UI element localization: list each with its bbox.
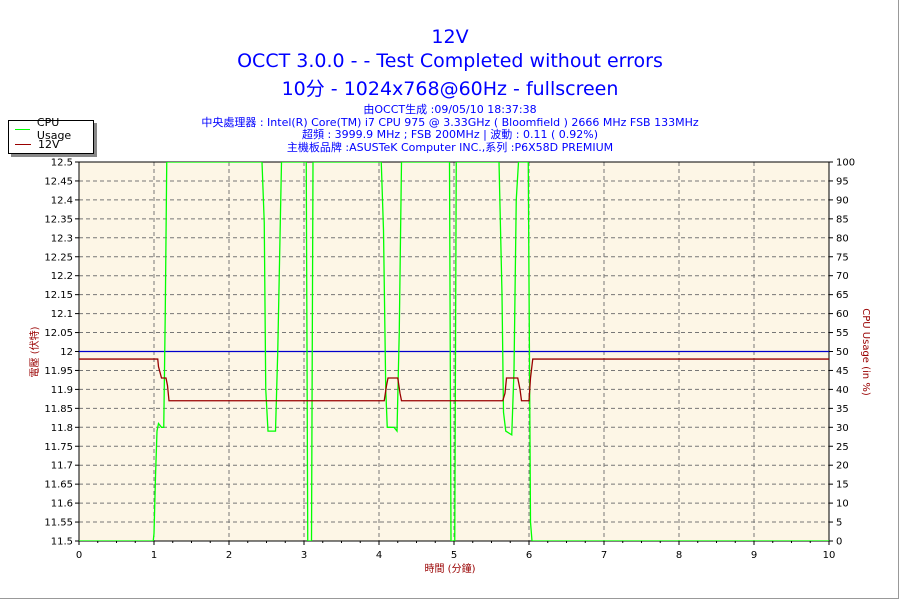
legend-swatch-cpu [15,128,30,130]
y2-tick-label: 25 [836,442,849,453]
x-tick-label: 5 [451,550,457,561]
legend-item-12v: 12V [15,137,60,151]
y2-tick-label: 50 [836,347,849,358]
y2-tick-label: 80 [836,233,849,244]
overclock-info: 超頻 : 3999.9 MHz ; FSB 200MHz | 波動 : 0.11… [301,128,599,141]
legend-swatch-12v [15,143,31,145]
y2-tick-label: 0 [836,537,842,548]
y-axis-title: 電壓 (伏特) [28,326,41,377]
y-tick-label: 12 [60,347,73,358]
y2-tick-label: 60 [836,309,849,320]
y2-tick-label: 35 [836,404,849,415]
y-tick-label: 12.5 [51,158,73,169]
y-tick-label: 11.9 [51,385,73,396]
x-tick-label: 3 [301,550,307,561]
y-tick-label: 11.7 [51,461,73,472]
y-tick-label: 12.05 [44,328,73,339]
y-tick-label: 11.6 [51,499,73,510]
legend-item-cpu: CPU Usage [15,116,93,142]
cpu-info: 中央處理器 : Intel(R) Core(TM) i7 CPU 975 @ 3… [201,116,699,129]
x-tick-label: 6 [526,550,532,561]
chart-title: 12V [431,26,469,48]
y2-tick-label: 15 [836,480,849,491]
x-tick-label: 8 [676,550,682,561]
x-tick-label: 4 [376,550,382,561]
generated-info: 由OCCT生成 :09/05/10 18:37:38 [363,103,537,116]
x-tick-label: 9 [751,550,757,561]
y-tick-label: 12.2 [51,271,73,282]
y-tick-label: 11.65 [44,480,73,491]
x-tick-label: 10 [823,550,836,561]
x-tick-label: 1 [151,550,157,561]
y-tick-label: 12.1 [51,309,73,320]
y2-axis-title: CPU Usage (in %) [860,308,871,396]
y2-tick-label: 100 [836,158,855,169]
legend-label-12v: 12V [38,137,60,151]
y-tick-label: 11.55 [44,518,73,529]
y-tick-label: 11.8 [51,423,73,434]
y-tick-label: 12.3 [51,233,73,244]
y2-tick-label: 20 [836,461,849,472]
y2-tick-label: 30 [836,423,849,434]
y-tick-label: 12.45 [44,176,73,187]
y2-tick-label: 45 [836,366,849,377]
y-tick-label: 12.35 [44,214,73,225]
x-tick-label: 0 [76,550,82,561]
y2-tick-label: 75 [836,252,849,263]
series-line-12v [79,358,829,402]
y2-tick-label: 70 [836,271,849,282]
y2-tick-label: 90 [836,195,849,206]
y2-tick-label: 65 [836,290,849,301]
y-tick-label: 12.4 [51,195,73,206]
series-line-cpu-usage [79,162,829,541]
x-tick-label: 2 [226,550,232,561]
y-tick-label: 12.15 [44,290,73,301]
y-tick-label: 11.5 [51,537,73,548]
y-tick-label: 11.75 [44,442,73,453]
y2-tick-label: 10 [836,499,849,510]
test-config: 10分 - 1024x768@60Hz - fullscreen [281,78,619,100]
y2-tick-label: 85 [836,214,849,225]
y-tick-label: 12.25 [44,252,73,263]
y-tick-label: 11.85 [44,404,73,415]
legend: CPU Usage 12V [8,116,94,154]
y2-tick-label: 55 [836,328,849,339]
y2-tick-label: 95 [836,176,849,187]
y2-tick-label: 5 [836,518,842,529]
motherboard-info: 主機板品牌 :ASUSTeK Computer INC.,系列 :P6X58D … [286,141,614,154]
x-axis-title: 時間 (分鐘) [425,562,476,575]
legend-label-cpu: CPU Usage [36,116,72,142]
x-tick-label: 7 [601,550,607,561]
y-tick-label: 11.95 [44,366,73,377]
chart-subtitle: OCCT 3.0.0 - - Test Completed without er… [237,50,663,72]
y2-tick-label: 40 [836,385,849,396]
